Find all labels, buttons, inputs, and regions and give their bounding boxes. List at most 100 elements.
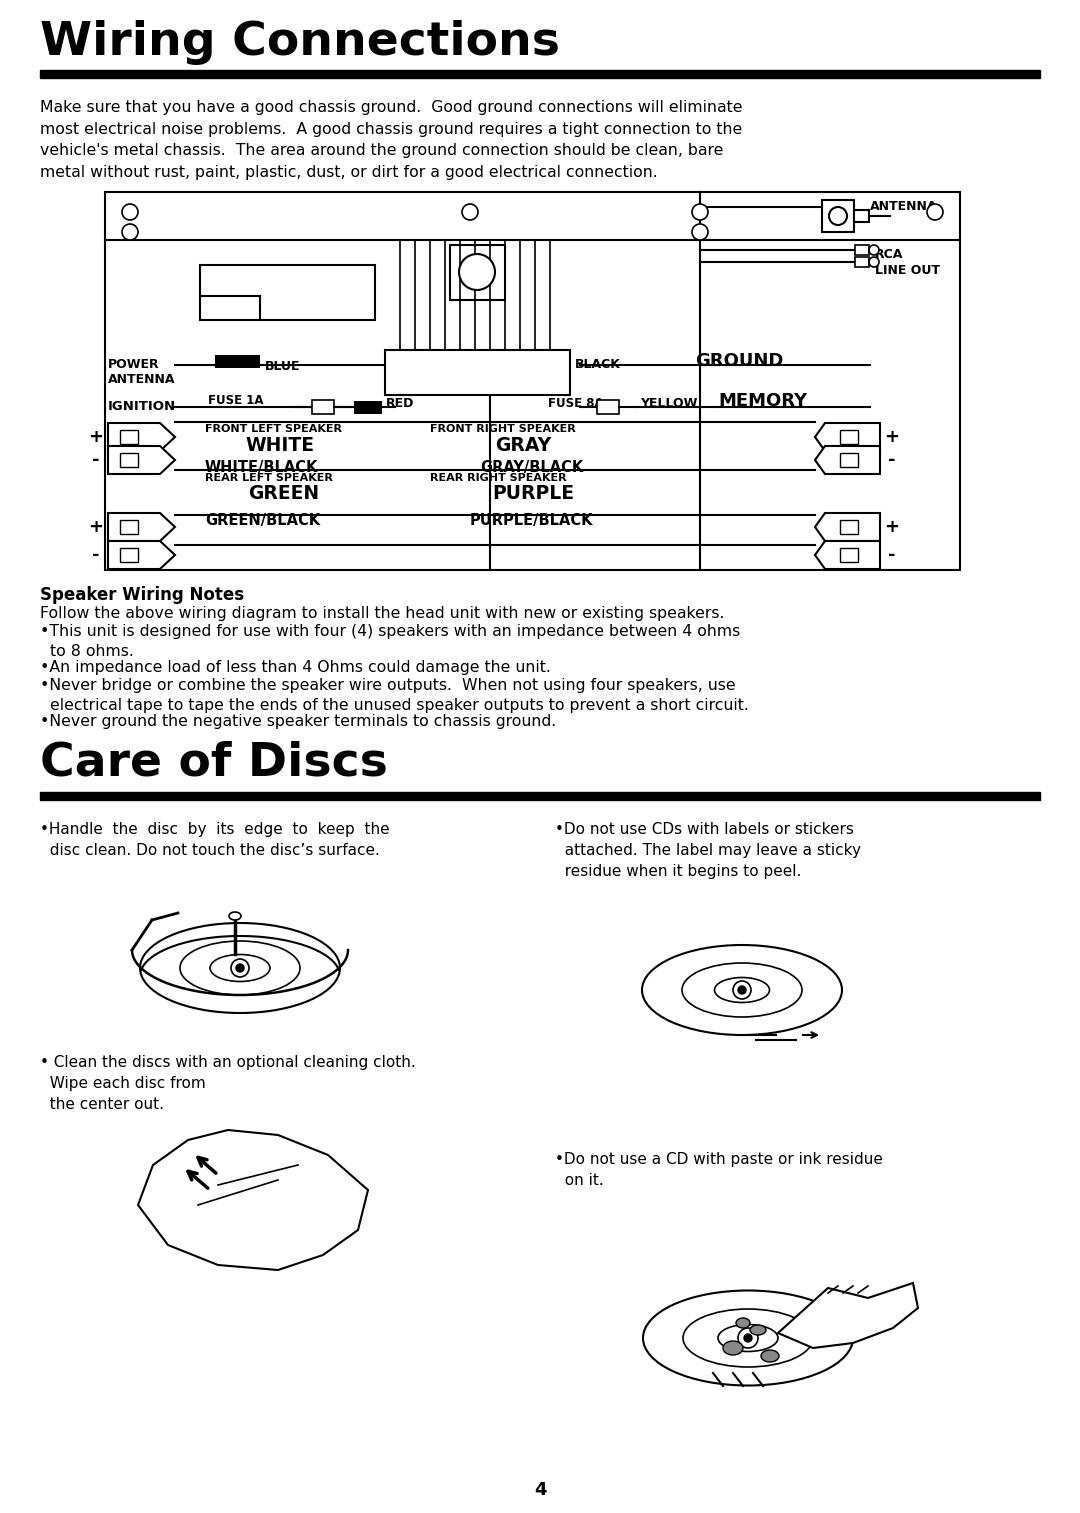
Ellipse shape xyxy=(718,1324,778,1351)
Text: • Clean the discs with an optional cleaning cloth.
  Wipe each disc from
  the c: • Clean the discs with an optional clean… xyxy=(40,1055,416,1112)
Text: REAR RIGHT SPEAKER: REAR RIGHT SPEAKER xyxy=(430,474,567,483)
Text: IGNITION: IGNITION xyxy=(108,399,176,413)
Circle shape xyxy=(927,204,943,219)
Circle shape xyxy=(122,224,138,241)
Polygon shape xyxy=(778,1283,918,1348)
Text: PURPLE/BLACK: PURPLE/BLACK xyxy=(470,513,594,528)
Text: +: + xyxy=(885,428,900,446)
Text: -: - xyxy=(888,451,895,469)
Text: +: + xyxy=(885,517,900,536)
Polygon shape xyxy=(815,424,880,451)
Text: Care of Discs: Care of Discs xyxy=(40,740,388,785)
Bar xyxy=(822,200,854,231)
Polygon shape xyxy=(815,542,880,569)
Polygon shape xyxy=(108,446,175,474)
Bar xyxy=(120,430,138,443)
Ellipse shape xyxy=(140,923,340,1014)
Bar xyxy=(854,210,869,222)
Text: +: + xyxy=(89,428,104,446)
Ellipse shape xyxy=(750,1325,766,1334)
Ellipse shape xyxy=(723,1341,743,1356)
Text: Follow the above wiring diagram to install the head unit with new or existing sp: Follow the above wiring diagram to insta… xyxy=(40,607,725,620)
Circle shape xyxy=(744,1334,752,1342)
Polygon shape xyxy=(815,513,880,542)
Text: PURPLE: PURPLE xyxy=(492,484,573,502)
Bar xyxy=(120,520,138,534)
Text: FUSE 8A: FUSE 8A xyxy=(548,396,604,410)
Bar xyxy=(840,548,858,561)
Circle shape xyxy=(869,257,879,266)
Bar xyxy=(312,399,334,415)
Circle shape xyxy=(738,1328,758,1348)
Text: BLACK: BLACK xyxy=(575,359,621,371)
Text: Wiring Connections: Wiring Connections xyxy=(40,20,561,65)
Text: MEMORY: MEMORY xyxy=(718,392,807,410)
Text: GROUND: GROUND xyxy=(696,353,783,371)
Text: •Never bridge or combine the speaker wire outputs.  When not using four speakers: •Never bridge or combine the speaker wir… xyxy=(40,678,748,713)
Ellipse shape xyxy=(681,962,802,1017)
Text: •This unit is designed for use with four (4) speakers with an impedance between : •This unit is designed for use with four… xyxy=(40,623,740,658)
Text: GREEN/BLACK: GREEN/BLACK xyxy=(205,513,320,528)
Text: -: - xyxy=(92,546,99,564)
Polygon shape xyxy=(138,1130,368,1269)
Text: +: + xyxy=(89,517,104,536)
Ellipse shape xyxy=(210,955,270,982)
Polygon shape xyxy=(108,424,175,451)
Bar xyxy=(40,791,1040,800)
Bar xyxy=(855,257,869,266)
Text: •Do not use a CD with paste or ink residue
  on it.: •Do not use a CD with paste or ink resid… xyxy=(555,1151,882,1188)
Circle shape xyxy=(122,204,138,219)
Text: 4: 4 xyxy=(534,1481,546,1499)
Ellipse shape xyxy=(683,1309,813,1368)
Text: •Never ground the negative speaker terminals to chassis ground.: •Never ground the negative speaker termi… xyxy=(40,714,556,729)
Circle shape xyxy=(829,207,847,225)
Text: BLUE: BLUE xyxy=(265,360,300,374)
Text: •Do not use CDs with labels or stickers
  attached. The label may leave a sticky: •Do not use CDs with labels or stickers … xyxy=(555,822,861,879)
Bar xyxy=(840,452,858,468)
Bar xyxy=(105,192,960,570)
Circle shape xyxy=(231,959,249,977)
Polygon shape xyxy=(108,513,175,542)
Ellipse shape xyxy=(715,977,769,1003)
Circle shape xyxy=(459,254,495,290)
Text: RCA
LINE OUT: RCA LINE OUT xyxy=(875,248,940,277)
Text: •An impedance load of less than 4 Ohms could damage the unit.: •An impedance load of less than 4 Ohms c… xyxy=(40,660,551,675)
Ellipse shape xyxy=(735,1318,750,1328)
Polygon shape xyxy=(108,542,175,569)
Circle shape xyxy=(692,224,708,241)
Text: -: - xyxy=(888,546,895,564)
Ellipse shape xyxy=(229,912,241,920)
Circle shape xyxy=(692,204,708,219)
Circle shape xyxy=(733,980,751,999)
Circle shape xyxy=(738,986,746,994)
Bar xyxy=(354,401,382,415)
Text: WHITE/BLACK: WHITE/BLACK xyxy=(205,460,319,475)
Text: GRAY: GRAY xyxy=(495,436,551,455)
Bar xyxy=(120,452,138,468)
Text: REAR LEFT SPEAKER: REAR LEFT SPEAKER xyxy=(205,474,333,483)
Text: Speaker Wiring Notes: Speaker Wiring Notes xyxy=(40,586,244,604)
Text: RED: RED xyxy=(386,396,415,410)
Bar xyxy=(840,430,858,443)
Text: -: - xyxy=(92,451,99,469)
Text: YELLOW: YELLOW xyxy=(640,396,698,410)
Ellipse shape xyxy=(180,941,300,996)
Bar xyxy=(215,356,260,368)
Text: GRAY/BLACK: GRAY/BLACK xyxy=(480,460,583,475)
Circle shape xyxy=(462,204,478,219)
Circle shape xyxy=(869,245,879,256)
Bar xyxy=(40,70,1040,79)
Bar xyxy=(840,520,858,534)
Bar xyxy=(120,548,138,561)
Bar xyxy=(200,265,375,321)
Ellipse shape xyxy=(158,1192,318,1257)
Ellipse shape xyxy=(761,1350,779,1362)
Bar xyxy=(597,399,619,415)
Bar xyxy=(855,245,869,256)
Circle shape xyxy=(237,964,244,971)
Text: WHITE: WHITE xyxy=(245,436,314,455)
Text: GREEN: GREEN xyxy=(248,484,319,502)
Ellipse shape xyxy=(643,1291,853,1386)
Text: •Handle  the  disc  by  its  edge  to  keep  the
  disc clean. Do not touch the : •Handle the disc by its edge to keep the… xyxy=(40,822,390,858)
Text: FUSE 1A: FUSE 1A xyxy=(208,393,264,407)
